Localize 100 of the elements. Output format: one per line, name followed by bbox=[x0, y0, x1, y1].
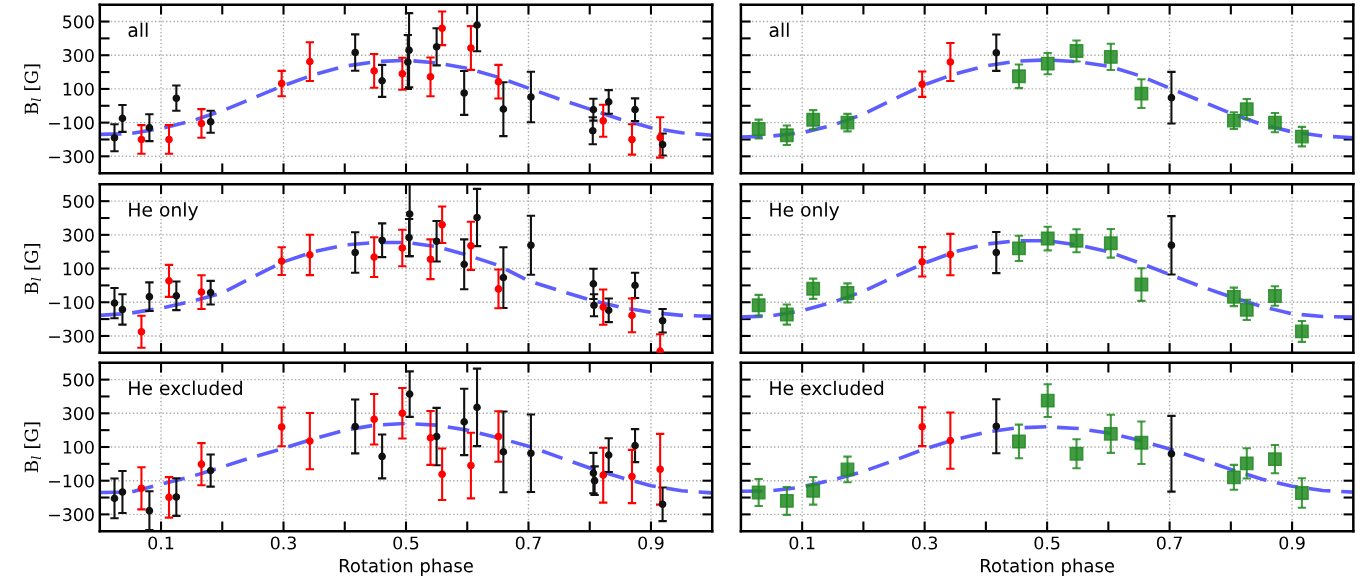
point bbox=[1267, 452, 1282, 467]
point bbox=[426, 255, 435, 264]
point bbox=[398, 244, 407, 252]
point bbox=[110, 133, 119, 142]
point bbox=[1103, 426, 1118, 441]
point bbox=[197, 460, 206, 469]
annotation: He only bbox=[770, 202, 840, 221]
x-tick-label: 0.3 bbox=[911, 536, 938, 550]
point bbox=[351, 48, 359, 57]
line-series bbox=[99, 421, 713, 495]
point bbox=[1069, 446, 1084, 461]
point bbox=[110, 494, 119, 503]
point bbox=[1103, 236, 1118, 251]
point bbox=[306, 57, 314, 66]
point bbox=[1069, 44, 1084, 58]
point bbox=[1069, 233, 1084, 248]
x-tick-label: 0.5 bbox=[1034, 536, 1060, 550]
point bbox=[197, 119, 206, 128]
y-tick-label: −300 bbox=[49, 150, 94, 164]
point bbox=[751, 485, 766, 500]
point bbox=[118, 305, 127, 314]
point bbox=[628, 472, 636, 481]
point bbox=[438, 220, 446, 229]
point bbox=[499, 448, 508, 456]
point bbox=[588, 126, 597, 135]
point bbox=[631, 441, 639, 450]
point bbox=[658, 316, 667, 325]
y-axis-title: B$_{l}$ [G] bbox=[24, 422, 41, 473]
x-axis-title: Rotation phase bbox=[339, 558, 473, 576]
point bbox=[1294, 324, 1309, 339]
point bbox=[1040, 393, 1055, 408]
annotation: all bbox=[769, 22, 789, 38]
point bbox=[378, 77, 386, 85]
point bbox=[1239, 456, 1254, 471]
point bbox=[206, 117, 215, 126]
point bbox=[467, 461, 475, 470]
point bbox=[992, 422, 1001, 431]
point bbox=[206, 466, 215, 475]
point bbox=[110, 299, 119, 307]
point bbox=[631, 281, 639, 290]
point bbox=[1239, 102, 1254, 117]
point bbox=[197, 288, 206, 296]
point bbox=[473, 21, 481, 29]
point bbox=[165, 493, 173, 502]
point bbox=[137, 135, 146, 144]
point bbox=[1040, 231, 1055, 246]
point bbox=[656, 465, 664, 474]
point bbox=[499, 273, 508, 282]
point bbox=[589, 280, 598, 288]
point bbox=[840, 462, 855, 477]
point bbox=[1012, 69, 1026, 84]
point bbox=[405, 210, 414, 218]
point bbox=[351, 422, 359, 431]
point bbox=[405, 390, 414, 398]
point bbox=[351, 248, 359, 257]
y-tick-label: 300 bbox=[63, 228, 94, 242]
point bbox=[405, 46, 413, 55]
point bbox=[306, 251, 314, 259]
x-tick-label: 0.3 bbox=[270, 536, 296, 550]
line-series bbox=[99, 58, 713, 138]
point bbox=[172, 493, 181, 501]
point bbox=[370, 67, 378, 75]
point bbox=[599, 116, 608, 125]
point bbox=[1012, 241, 1026, 256]
point bbox=[656, 347, 664, 353]
point bbox=[631, 105, 639, 114]
point bbox=[1040, 56, 1055, 71]
y-tick-label: −100 bbox=[49, 295, 94, 310]
point bbox=[589, 105, 598, 114]
point bbox=[779, 493, 794, 508]
point bbox=[145, 123, 154, 132]
point bbox=[137, 327, 146, 336]
annotation: He excluded bbox=[770, 380, 884, 396]
point bbox=[751, 122, 766, 136]
point bbox=[398, 409, 407, 418]
point bbox=[946, 436, 955, 445]
point bbox=[467, 44, 475, 52]
point bbox=[426, 72, 435, 81]
point bbox=[656, 133, 664, 142]
point bbox=[432, 432, 441, 441]
y-tick-label: 300 bbox=[63, 48, 94, 63]
x-tick-label: 0.9 bbox=[1279, 536, 1305, 550]
y-tick-label: 100 bbox=[63, 82, 94, 96]
point bbox=[992, 248, 1001, 257]
point bbox=[604, 451, 613, 459]
point bbox=[1134, 86, 1149, 101]
point bbox=[460, 89, 468, 97]
point bbox=[751, 298, 766, 313]
y-tick-label: 100 bbox=[63, 440, 94, 454]
point bbox=[172, 94, 181, 103]
point bbox=[779, 307, 794, 322]
point bbox=[370, 253, 378, 261]
x-tick-label: 0.5 bbox=[393, 536, 419, 550]
point bbox=[1267, 289, 1282, 303]
y-tick-label: 100 bbox=[63, 262, 94, 276]
point bbox=[1134, 277, 1149, 292]
point bbox=[473, 403, 481, 412]
y-tick-label: 300 bbox=[63, 407, 94, 421]
point bbox=[206, 288, 215, 297]
point bbox=[494, 77, 503, 86]
